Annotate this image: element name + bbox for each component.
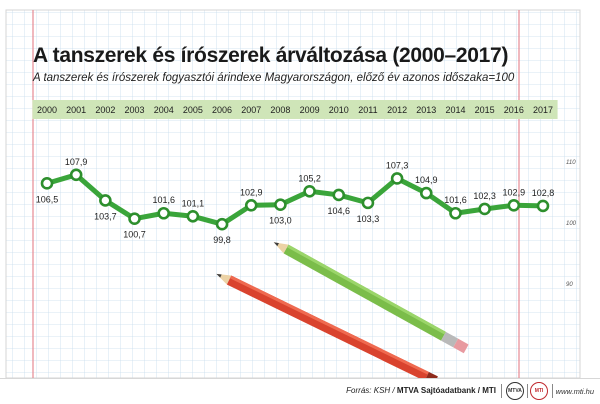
data-label-2016: 102,9 [503, 187, 526, 197]
data-label-2014: 101,6 [444, 195, 467, 205]
year-label-2016: 2016 [504, 105, 524, 115]
source-credit: Forrás: KSH / MTVA Sajtóadatbank / MTI [346, 386, 496, 395]
pencil-red-icon [216, 273, 438, 386]
year-band [32, 100, 558, 119]
data-label-2010: 104,6 [327, 206, 350, 216]
year-band-layer [32, 100, 558, 119]
year-label-2015: 2015 [475, 105, 495, 115]
data-point-2014 [449, 206, 462, 220]
data-points-layer [40, 168, 550, 231]
data-point-2017 [536, 199, 550, 213]
data-label-2006: 99,8 [213, 235, 231, 245]
data-label-2005: 101,1 [182, 198, 205, 208]
y-tick-label: 100 [566, 221, 577, 227]
data-point-2012 [390, 172, 404, 185]
data-point-2013 [419, 186, 433, 200]
data-label-2000: 106,5 [36, 194, 59, 204]
data-label-2004: 101,6 [152, 195, 175, 205]
source-label: Forrás: [346, 386, 372, 395]
separator [501, 384, 502, 398]
year-label-2017: 2017 [533, 105, 553, 115]
data-labels-layer: 106,5 107,9 103,7 100,7 101,6 101,1 99,8 102,9 1… [36, 157, 555, 245]
series-line-layer [44, 172, 546, 227]
data-label-2013: 104,9 [415, 175, 438, 185]
year-label-2000: 2000 [37, 105, 57, 115]
website-link[interactable]: www.mti.hu [555, 387, 594, 396]
year-label-2008: 2008 [270, 105, 290, 115]
data-point-2004 [157, 206, 171, 220]
year-label-2004: 2004 [154, 105, 174, 115]
data-point-2007 [244, 199, 258, 212]
y-tick-label: 90 [566, 282, 573, 288]
data-label-2007: 102,9 [240, 187, 263, 197]
data-label-2017: 102,8 [532, 188, 555, 198]
separator [527, 384, 528, 398]
year-label-2003: 2003 [125, 105, 145, 115]
year-label-2012: 2012 [387, 105, 407, 115]
source-text: KSH / [373, 386, 395, 395]
data-point-2006 [215, 217, 229, 231]
series-line [44, 172, 546, 227]
year-label-2014: 2014 [445, 105, 465, 115]
separator [552, 384, 553, 398]
data-label-2012: 107,3 [386, 160, 409, 170]
data-label-2009: 105,2 [298, 173, 321, 183]
year-label-2007: 2007 [241, 105, 261, 115]
mti-logo-icon: MTI [530, 382, 548, 400]
year-label-2010: 2010 [329, 105, 349, 115]
data-point-2000 [40, 177, 54, 190]
data-label-2002: 103,7 [94, 211, 117, 221]
footer: Forrás: KSH / MTVA Sajtóadatbank / MTI M… [0, 378, 600, 404]
pencil-green-icon [273, 242, 469, 354]
data-point-2010 [332, 188, 346, 202]
data-label-2003: 100,7 [123, 230, 146, 240]
source-org: MTVA Sajtóadatbank / MTI [396, 386, 496, 395]
year-label-2006: 2006 [212, 105, 232, 115]
year-label-2009: 2009 [300, 105, 320, 115]
data-point-2005 [186, 209, 200, 223]
mtva-logo-icon: MTVA [506, 382, 524, 400]
y-tick-label: 110 [566, 160, 576, 166]
data-label-2008: 103,0 [269, 216, 292, 226]
chart-subtitle: A tanszerek és írószerek fogyasztói árin… [33, 72, 515, 84]
data-point-2015 [478, 202, 491, 216]
data-label-2015: 102,3 [473, 191, 496, 201]
data-point-2009 [303, 184, 316, 198]
data-point-2002 [99, 194, 112, 207]
year-label-2002: 2002 [95, 105, 115, 115]
year-label-2013: 2013 [416, 105, 436, 115]
data-point-2016 [507, 199, 521, 212]
y-tick-layer: 110 100 90 [566, 160, 577, 288]
year-labels-layer: 2000 2001 2002 2003 2004 2005 2006 2007 2008 2009… [37, 105, 553, 115]
data-point-2011 [361, 196, 375, 210]
data-point-2008 [274, 198, 287, 211]
chart-title: A tanszerek és írószerek árváltozása (20… [33, 44, 509, 67]
year-label-2011: 2011 [358, 105, 377, 115]
data-point-2001 [69, 168, 83, 182]
data-point-2003 [128, 212, 141, 226]
data-label-2001: 107,9 [65, 157, 88, 167]
year-label-2005: 2005 [183, 105, 203, 115]
data-label-2011: 103,3 [357, 214, 380, 224]
year-label-2001: 2001 [66, 105, 86, 115]
